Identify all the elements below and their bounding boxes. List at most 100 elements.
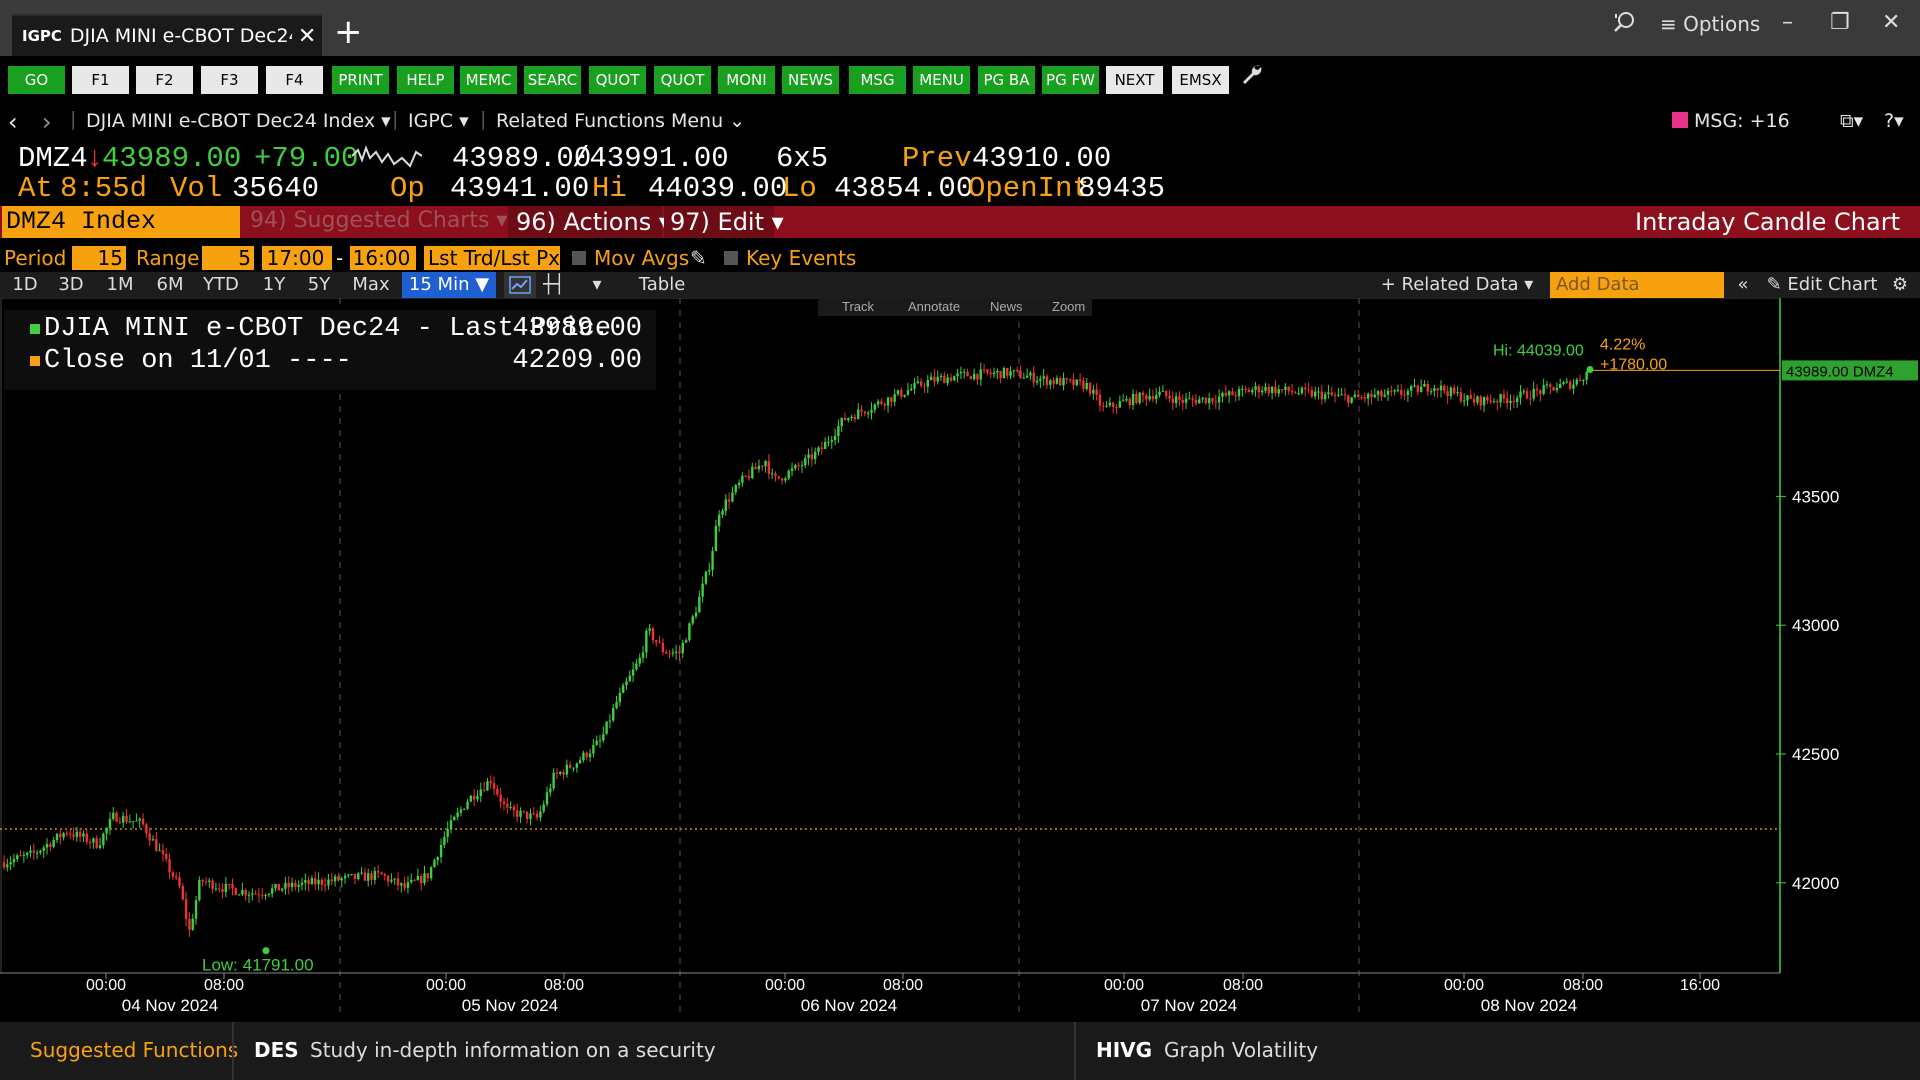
candle-body [850, 416, 853, 419]
start-time-input[interactable]: 17:00 [262, 246, 332, 270]
candle-body [886, 397, 890, 406]
candle-body [1052, 380, 1055, 384]
fkey-memc[interactable]: MEMC [460, 66, 517, 94]
candle-body [1198, 399, 1201, 404]
fkey-quot[interactable]: QUOT [589, 66, 646, 94]
tab-igpc[interactable]: IGPC DJIA MINI e-CBOT Dec24 ✕ [12, 14, 322, 56]
candle-body [1234, 395, 1237, 397]
pencil-icon[interactable]: ✎ [690, 246, 707, 270]
hivg-function[interactable]: HIVG [1096, 1038, 1153, 1062]
fkey-emsx[interactable]: EMSX [1172, 66, 1229, 94]
range-input[interactable]: 5 [202, 246, 254, 270]
fkey-pg-ba[interactable]: PG BA [978, 66, 1035, 94]
candle-body [747, 476, 751, 479]
candle-body [1413, 385, 1416, 387]
fkey-f3[interactable]: F3 [201, 66, 258, 94]
related-functions-menu[interactable]: Related Functions Menu ⌄ [496, 110, 746, 132]
fkey-f2[interactable]: F2 [136, 66, 193, 94]
x-tick-label: 00:00 [1444, 977, 1484, 994]
edit-chart-button[interactable]: ✎ Edit Chart [1766, 274, 1878, 295]
key-events-checkbox[interactable] [724, 251, 738, 265]
search-icon[interactable] [1612, 10, 1638, 42]
fkey-moni[interactable]: MONI [718, 66, 775, 94]
des-function[interactable]: DES [254, 1038, 299, 1062]
ticker-input[interactable]: DMZ4 Index [2, 206, 240, 238]
table-button[interactable]: Table [638, 274, 686, 295]
candle-body [466, 801, 469, 809]
related-data-button[interactable]: + Related Data ▾ [1380, 274, 1534, 295]
candle-body [1145, 395, 1148, 400]
fkey-next[interactable]: NEXT [1106, 66, 1163, 94]
fkey-msg[interactable]: MSG [849, 66, 906, 94]
candle-body [429, 867, 433, 879]
range-3d-button[interactable]: 3D [58, 274, 84, 295]
candle-body [1095, 389, 1098, 395]
fkey-help[interactable]: HELP [397, 66, 454, 94]
des-description[interactable]: Study in-depth information on a security [310, 1038, 716, 1062]
candle-body [1105, 405, 1108, 407]
range-5y-button[interactable]: 5Y [307, 274, 331, 295]
edit-menu[interactable]: 97) Edit ▾ [670, 208, 784, 236]
candle-body [433, 860, 436, 868]
msg-count[interactable]: MSG: +16 [1694, 110, 1790, 132]
new-tab-button[interactable]: + [334, 12, 363, 52]
range-1m-button[interactable]: 1M [106, 274, 134, 295]
suggested-charts-menu[interactable]: 94) Suggested Charts ▾ [250, 208, 508, 233]
back-arrow-icon[interactable]: ‹ [8, 108, 18, 136]
candle-body [1264, 386, 1267, 391]
fkey-f4[interactable]: F4 [266, 66, 323, 94]
candle-body [1582, 379, 1585, 382]
fkey-print[interactable]: PRINT [332, 66, 389, 94]
minimize-button[interactable]: – [1782, 10, 1793, 35]
candle-body [1025, 375, 1029, 378]
range-1d-button[interactable]: 1D [12, 274, 38, 295]
msg-icon[interactable] [1672, 112, 1688, 128]
fkey-menu[interactable]: MENU [913, 66, 970, 94]
layout-icon[interactable]: ⧉▾ [1840, 110, 1864, 132]
candle-body [837, 426, 840, 436]
candle-chart[interactable]: 43500 43000 42500 42000 43989.00 DMZ4 Hi: 440… [0, 298, 1920, 1022]
help-button[interactable]: ?▾ [1884, 110, 1904, 132]
candle-body [22, 854, 26, 856]
options-menu[interactable]: ≡ Options [1660, 12, 1761, 36]
range-ytd-button[interactable]: YTD [203, 274, 239, 295]
candle-body [1366, 393, 1370, 399]
price-type-dropdown[interactable]: Lst Trd/Lst Px [424, 246, 560, 270]
security-dropdown[interactable]: DJIA MINI e-CBOT Dec24 Index ▾ [86, 110, 391, 132]
candle-chart-icon[interactable]: ┼┤ [543, 274, 565, 295]
candle-body [559, 772, 562, 774]
wrench-icon[interactable] [1240, 62, 1264, 92]
candle-body [287, 882, 290, 888]
function-dropdown[interactable]: IGPC ▾ [408, 110, 469, 132]
end-time-input[interactable]: 16:00 [350, 246, 416, 270]
range-max-button[interactable]: Max [352, 274, 390, 295]
range-6m-button[interactable]: 6M [156, 274, 184, 295]
period-input[interactable]: 15 [72, 246, 126, 270]
candle-body [1115, 406, 1118, 408]
restore-button[interactable]: ❐ [1830, 10, 1850, 35]
chart-type-dropdown[interactable]: ▾ [592, 274, 602, 295]
close-tab-icon[interactable]: ✕ [297, 23, 317, 49]
open-interest-value: 89435 [1078, 172, 1166, 205]
candle-body [535, 813, 539, 818]
hivg-description[interactable]: Graph Volatility [1164, 1038, 1319, 1062]
range-1y-button[interactable]: 1Y [262, 274, 286, 295]
add-data-input[interactable]: Add Data [1550, 272, 1724, 298]
close-window-button[interactable]: ✕ [1882, 10, 1901, 35]
mov-avgs-checkbox[interactable] [572, 251, 586, 265]
forward-arrow-icon[interactable]: › [42, 108, 52, 136]
fkey-quot[interactable]: QUOT [654, 66, 711, 94]
fkey-news[interactable]: NEWS [782, 66, 839, 94]
interval-dropdown[interactable]: 15 Min ▼ [402, 272, 496, 298]
fkey-pg-fw[interactable]: PG FW [1042, 66, 1099, 94]
actions-menu[interactable]: 96) Actions ▾ [516, 208, 671, 236]
fkey-f1[interactable]: F1 [72, 66, 129, 94]
footer-divider [232, 1022, 234, 1080]
fkey-searc[interactable]: SEARC [524, 66, 581, 94]
net-change: +79.00 [254, 142, 359, 175]
collapse-icon[interactable]: « [1737, 274, 1749, 295]
gear-icon[interactable]: ⚙ [1891, 274, 1909, 295]
fkey-go[interactable]: GO [8, 66, 65, 94]
line-chart-icon[interactable] [504, 272, 536, 298]
candle-body [337, 876, 340, 881]
